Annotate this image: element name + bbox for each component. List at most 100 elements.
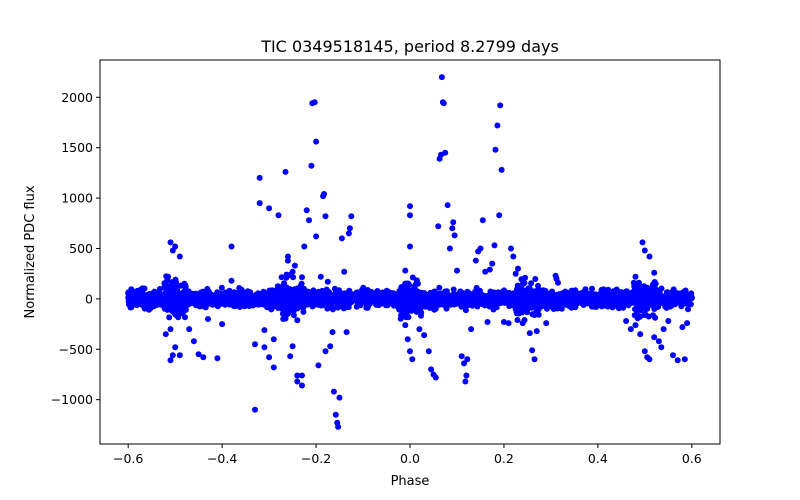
baseline-point	[525, 286, 532, 293]
x-axis: −0.6 −0.4 −0.2 0.0 0.2 0.4 0.6	[113, 444, 702, 466]
baseline-point	[685, 292, 692, 299]
baseline-point	[519, 281, 526, 288]
baseline-point	[507, 291, 514, 298]
baseline-point	[636, 282, 643, 289]
data-point	[446, 245, 453, 252]
baseline-point	[414, 280, 421, 287]
data-point	[407, 203, 413, 210]
baseline-point	[193, 302, 199, 309]
baseline-point	[418, 312, 424, 319]
data-point	[432, 374, 439, 381]
baseline-point	[535, 301, 542, 308]
data-point	[348, 213, 355, 220]
data-point	[176, 352, 183, 359]
baseline-point	[403, 311, 410, 318]
baseline-point	[137, 299, 144, 306]
data-point	[627, 326, 634, 333]
data-point	[655, 338, 662, 345]
baseline-point	[652, 280, 659, 287]
baseline-point	[547, 296, 553, 303]
baseline-point	[609, 304, 616, 311]
data-point	[416, 326, 423, 333]
data-point	[407, 212, 413, 219]
baseline-point	[405, 280, 412, 287]
baseline-point	[681, 288, 688, 295]
baseline-point	[294, 317, 301, 324]
data-point	[228, 243, 235, 250]
data-point	[463, 372, 470, 379]
data-point	[261, 344, 268, 351]
baseline-point	[208, 292, 214, 299]
data-point	[660, 326, 667, 333]
baseline-point	[144, 300, 151, 307]
baseline-point	[649, 301, 656, 307]
baseline-point	[535, 291, 541, 298]
data-point	[299, 372, 305, 379]
data-point	[484, 319, 491, 325]
data-point	[270, 364, 277, 371]
baseline-point	[574, 300, 581, 307]
data-point	[684, 320, 691, 327]
baseline-point	[427, 291, 434, 298]
baseline-point	[659, 293, 666, 300]
data-point	[489, 260, 496, 267]
data-point	[529, 347, 536, 354]
data-point	[651, 334, 658, 341]
data-point	[497, 102, 504, 109]
baseline-point	[170, 292, 177, 299]
data-point	[301, 243, 308, 250]
baseline-point	[287, 298, 294, 304]
baseline-point	[204, 285, 211, 292]
x-tick-label: 0.2	[494, 451, 514, 466]
data-point	[519, 320, 526, 327]
y-tick-label: 1000	[61, 191, 93, 206]
baseline-point	[532, 276, 539, 282]
data-point	[479, 217, 486, 224]
x-tick-label: −0.2	[301, 451, 331, 466]
baseline-point	[379, 289, 386, 296]
data-point	[491, 242, 498, 249]
data-point	[674, 357, 681, 364]
baseline-point	[528, 280, 535, 287]
baseline-point	[614, 303, 621, 310]
baseline-point	[678, 295, 684, 302]
baseline-point	[278, 305, 285, 312]
data-point	[345, 230, 352, 237]
data-point	[275, 212, 282, 219]
baseline-point	[529, 311, 536, 318]
data-point	[409, 356, 416, 363]
data-point	[679, 324, 686, 331]
data-point	[176, 253, 183, 260]
baseline-point	[473, 291, 480, 298]
baseline-point	[524, 301, 531, 308]
baseline-point	[277, 300, 284, 307]
data-point	[169, 352, 176, 359]
chart-title: TIC 0349518145, period 8.2799 days	[260, 37, 559, 56]
baseline-point	[643, 289, 650, 296]
baseline-point	[384, 302, 391, 309]
data-point	[313, 233, 320, 240]
data-point	[492, 146, 499, 153]
data-point	[172, 243, 179, 250]
baseline-point	[331, 285, 338, 292]
baseline-point	[661, 299, 667, 306]
baseline-point	[320, 294, 327, 300]
baseline-point	[316, 289, 323, 296]
data-point	[444, 202, 451, 209]
baseline-points	[125, 271, 695, 324]
baseline-point	[336, 297, 343, 304]
baseline-point	[611, 294, 618, 300]
data-point	[322, 213, 329, 220]
baseline-point	[402, 298, 409, 305]
data-point	[343, 329, 350, 336]
data-point	[311, 99, 318, 106]
x-axis-label: Phase	[391, 474, 430, 489]
data-point	[658, 344, 665, 351]
baseline-point	[591, 294, 598, 301]
baseline-point	[223, 294, 230, 301]
baseline-point	[645, 296, 652, 303]
baseline-point	[400, 292, 407, 298]
baseline-point	[668, 302, 675, 309]
data-point	[284, 253, 291, 260]
baseline-point	[127, 301, 134, 308]
